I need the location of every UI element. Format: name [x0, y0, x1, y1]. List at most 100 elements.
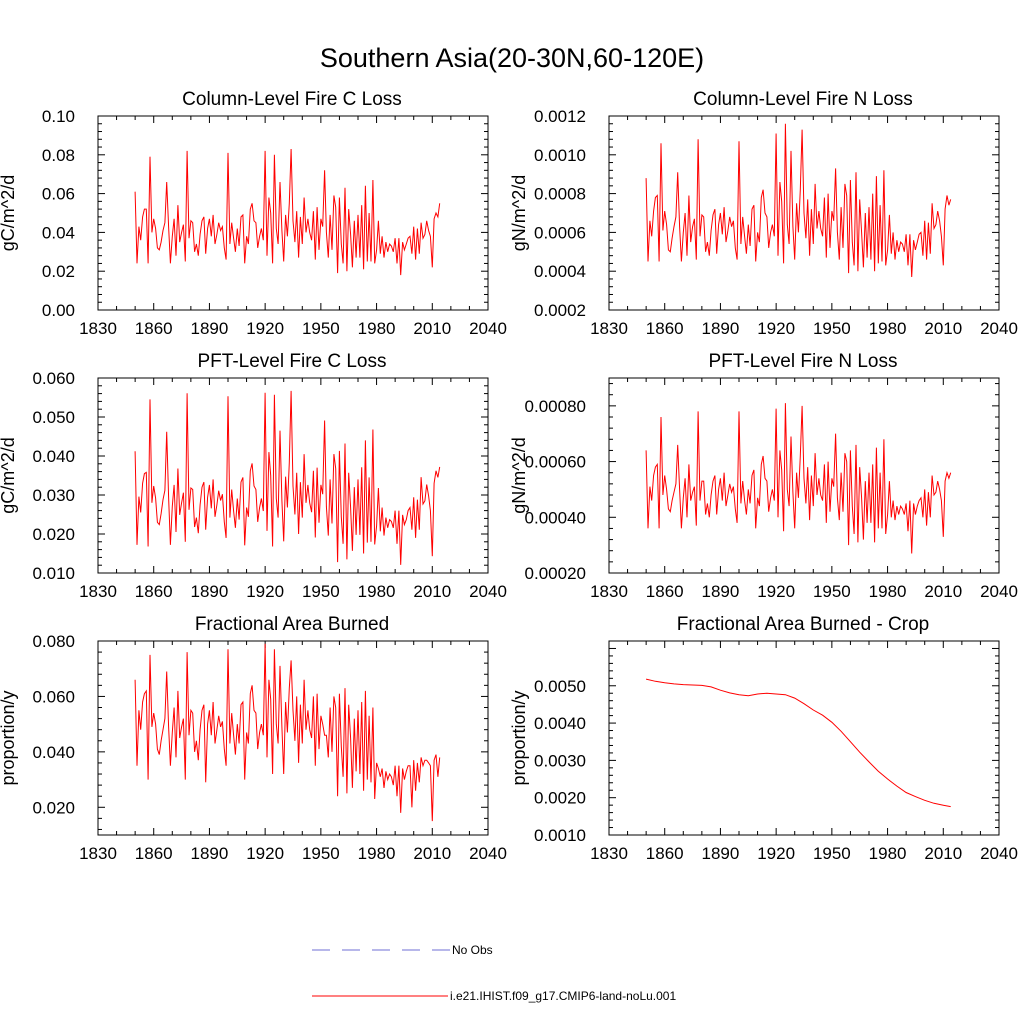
- y-tick-label: 0.0006: [534, 223, 586, 242]
- y-axis-label: gN/m^2/d: [509, 437, 529, 513]
- x-tick-label: 2040: [980, 844, 1018, 863]
- x-tick-label: 1950: [302, 319, 340, 338]
- x-tick-label: 1860: [646, 319, 684, 338]
- series-line: [134, 643, 441, 822]
- panel-title: Fractional Area Burned: [195, 614, 389, 635]
- y-tick-label: 0.060: [32, 369, 75, 388]
- x-tick-label: 2040: [469, 582, 507, 601]
- x-tick-label: 1980: [358, 319, 396, 338]
- x-tick-label: 1830: [590, 319, 628, 338]
- y-tick-label: 0.040: [32, 447, 75, 466]
- y-tick-label: 0.00080: [525, 397, 586, 416]
- series-line: [134, 390, 441, 565]
- x-tick-label: 2010: [924, 319, 962, 338]
- x-tick-label: 1830: [590, 844, 628, 863]
- x-tick-label: 1860: [135, 319, 173, 338]
- y-tick-label: 0.050: [32, 408, 75, 427]
- chart-panel-4: 1830 1860 1890 1920 1950 1980 2010 2040 0.00020 0…: [509, 351, 1018, 601]
- x-tick-label: 1890: [702, 582, 740, 601]
- x-tick-label: 2040: [980, 319, 1018, 338]
- y-tick-label: 0.0030: [534, 751, 586, 770]
- x-tick-label: 1830: [590, 582, 628, 601]
- y-axis-label: gC/m^2/d: [0, 175, 18, 251]
- x-tick-label: 1890: [702, 319, 740, 338]
- x-tick-label: 2010: [413, 582, 451, 601]
- panel-title: PFT-Level Fire C Loss: [198, 351, 387, 372]
- x-tick-label: 2010: [924, 582, 962, 601]
- x-tick-label: 1980: [358, 844, 396, 863]
- y-tick-label: 0.06: [42, 185, 75, 204]
- x-tick-label: 1980: [869, 844, 907, 863]
- x-tick-label: 1920: [757, 582, 795, 601]
- x-tick-label: 1920: [246, 319, 284, 338]
- x-tick-label: 1950: [302, 844, 340, 863]
- y-tick-label: 0.02: [42, 262, 75, 281]
- x-tick-label: 2040: [469, 319, 507, 338]
- x-tick-label: 1980: [358, 582, 396, 601]
- figure-title: Southern Asia(20-30N,60-120E): [320, 43, 704, 73]
- chart-panel-5: 1830 1860 1890 1920 1950 1980 2010 2040 0.020 0.0…: [0, 614, 507, 863]
- y-tick-label: 0.030: [32, 486, 75, 505]
- legend-obs-label: No Obs: [452, 943, 493, 957]
- panel-title: Column-Level Fire C Loss: [182, 89, 402, 110]
- y-tick-label: 0.00: [42, 301, 75, 320]
- plot-frame: [608, 377, 1000, 574]
- x-tick-label: 1890: [702, 844, 740, 863]
- x-tick-label: 1890: [191, 844, 229, 863]
- y-tick-label: 0.08: [42, 146, 75, 165]
- y-tick-label: 0.040: [32, 743, 75, 762]
- x-tick-label: 1980: [869, 319, 907, 338]
- series-line: [645, 678, 951, 808]
- y-tick-label: 0.0020: [534, 789, 586, 808]
- x-tick-label: 1920: [246, 582, 284, 601]
- y-tick-label: 0.00040: [525, 508, 586, 527]
- y-tick-label: 0.10: [42, 107, 75, 126]
- y-axis-label: gN/m^2/d: [509, 175, 529, 251]
- x-tick-label: 1860: [135, 844, 173, 863]
- x-tick-label: 1890: [191, 319, 229, 338]
- plot-frame: [608, 115, 1000, 311]
- chart-panel-3: 1830 1860 1890 1920 1950 1980 2010 2040 0.010 0.0…: [0, 351, 507, 601]
- x-tick-label: 1890: [191, 582, 229, 601]
- x-tick-label: 2010: [413, 844, 451, 863]
- y-tick-label: 0.010: [32, 564, 75, 583]
- plot-frame: [97, 640, 489, 836]
- y-tick-label: 0.0040: [534, 714, 586, 733]
- y-tick-label: 0.0010: [534, 826, 586, 845]
- y-tick-label: 0.020: [32, 798, 75, 817]
- plot-frame: [97, 115, 489, 311]
- legend-model-label: i.e21.IHIST.f09_g17.CMIP6-land-noLu.001: [450, 989, 676, 1003]
- plot-frame: [608, 640, 1000, 836]
- series-line: [134, 148, 441, 276]
- panel-title: PFT-Level Fire N Loss: [709, 351, 898, 372]
- y-tick-label: 0.0008: [534, 185, 586, 204]
- y-tick-label: 0.00020: [525, 564, 586, 583]
- y-tick-label: 0.0050: [534, 677, 586, 696]
- plot-frame: [97, 377, 489, 574]
- panel-title: Fractional Area Burned - Crop: [677, 614, 929, 635]
- y-tick-label: 0.0002: [534, 301, 586, 320]
- y-tick-label: 0.0012: [534, 107, 586, 126]
- x-tick-label: 2010: [413, 319, 451, 338]
- x-tick-label: 1950: [813, 319, 851, 338]
- x-tick-label: 1950: [813, 844, 851, 863]
- x-tick-label: 1830: [79, 319, 117, 338]
- panel-title: Column-Level Fire N Loss: [693, 89, 913, 110]
- y-tick-label: 0.0004: [534, 262, 586, 281]
- x-tick-label: 1860: [646, 844, 684, 863]
- x-tick-label: 1830: [79, 844, 117, 863]
- y-tick-label: 0.00060: [525, 453, 586, 472]
- y-tick-label: 0.04: [42, 223, 75, 242]
- y-axis-label: proportion/y: [509, 690, 529, 785]
- x-tick-label: 1860: [135, 582, 173, 601]
- y-axis-label: gC/m^2/d: [0, 437, 18, 513]
- x-tick-label: 1920: [246, 844, 284, 863]
- x-tick-label: 1830: [79, 582, 117, 601]
- x-tick-label: 2010: [924, 844, 962, 863]
- x-tick-label: 1980: [869, 582, 907, 601]
- legend: No Obs i.e21.IHIST.f09_g17.CMIP6-land-no…: [312, 943, 676, 1003]
- y-tick-label: 0.080: [32, 632, 75, 651]
- series-line: [645, 403, 952, 554]
- series-line: [645, 123, 952, 278]
